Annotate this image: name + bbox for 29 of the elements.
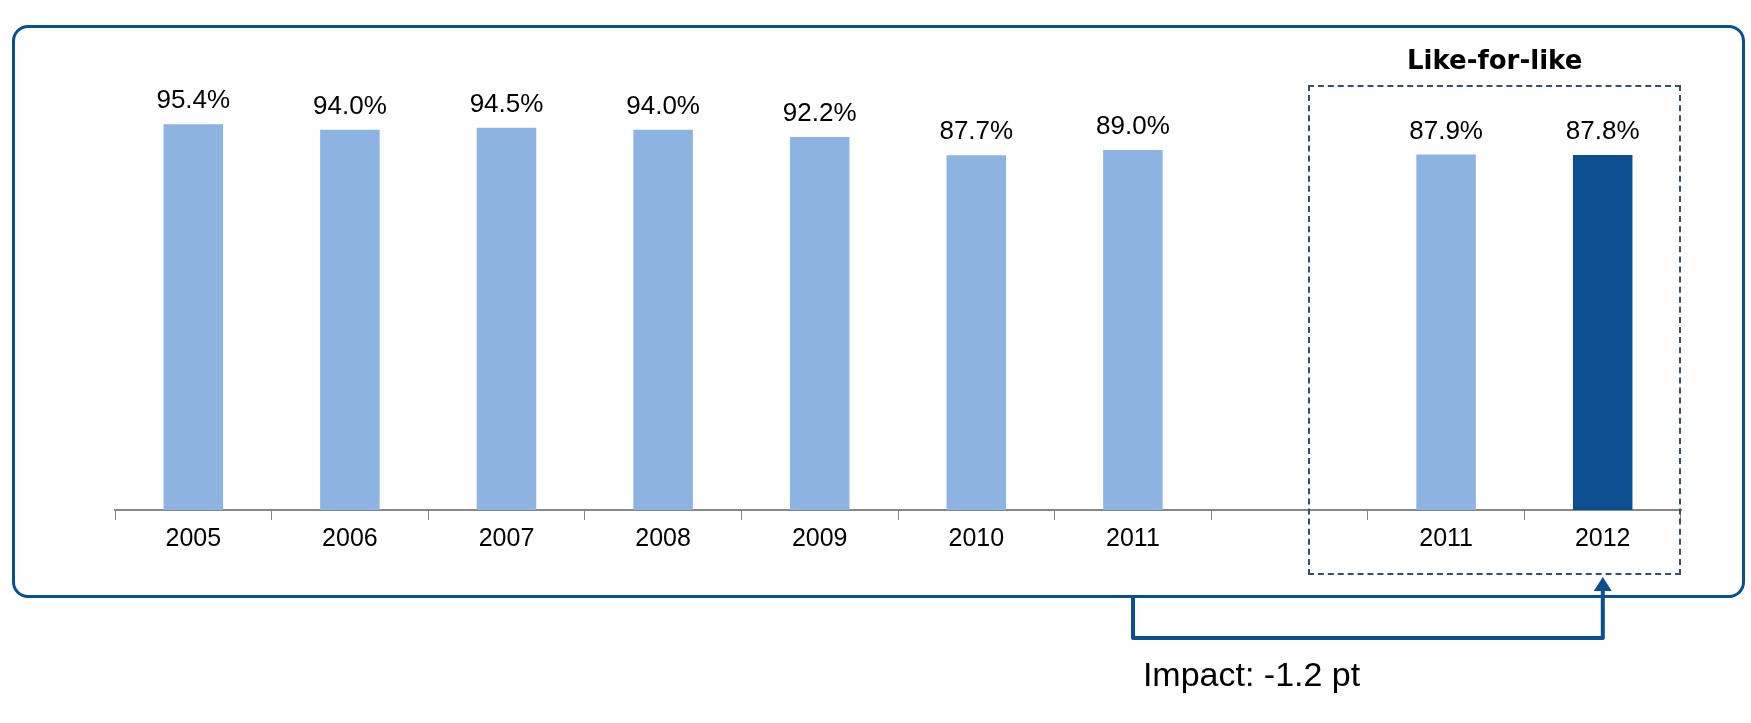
data-label: 94.0%	[313, 90, 387, 121]
data-label: 89.0%	[1096, 110, 1170, 141]
bar	[163, 124, 224, 510]
x-tick-label: 2005	[165, 522, 222, 551]
data-label: 87.8%	[1565, 115, 1640, 146]
bar	[946, 155, 1007, 510]
x-tick-label: 2011	[1419, 522, 1473, 551]
data-label: 95.4%	[156, 84, 231, 115]
x-tick-label: 2011	[1106, 522, 1160, 551]
data-label: 92.2%	[782, 97, 857, 128]
data-label: 87.7%	[939, 115, 1014, 146]
data-label: 94.0%	[626, 90, 700, 121]
bar	[476, 127, 537, 510]
x-tick-label: 2008	[635, 522, 691, 551]
x-tick-label: 2009	[791, 522, 848, 551]
x-tick-label: 2006	[322, 522, 378, 551]
bar	[1572, 154, 1633, 510]
bar	[633, 129, 693, 510]
bar	[1103, 150, 1163, 510]
bar	[789, 137, 850, 510]
x-tick-label: 2012	[1574, 522, 1631, 551]
data-label: 87.9%	[1409, 114, 1483, 145]
text: Like-for-like	[1405, 45, 1584, 75]
x-tick-label: 2007	[478, 522, 535, 551]
bar	[320, 129, 380, 510]
data-label: 94.5%	[469, 87, 544, 118]
text: Impact: -1.2 pt	[1142, 655, 1361, 694]
bar	[1416, 154, 1476, 510]
x-tick-label: 2010	[948, 522, 1005, 551]
